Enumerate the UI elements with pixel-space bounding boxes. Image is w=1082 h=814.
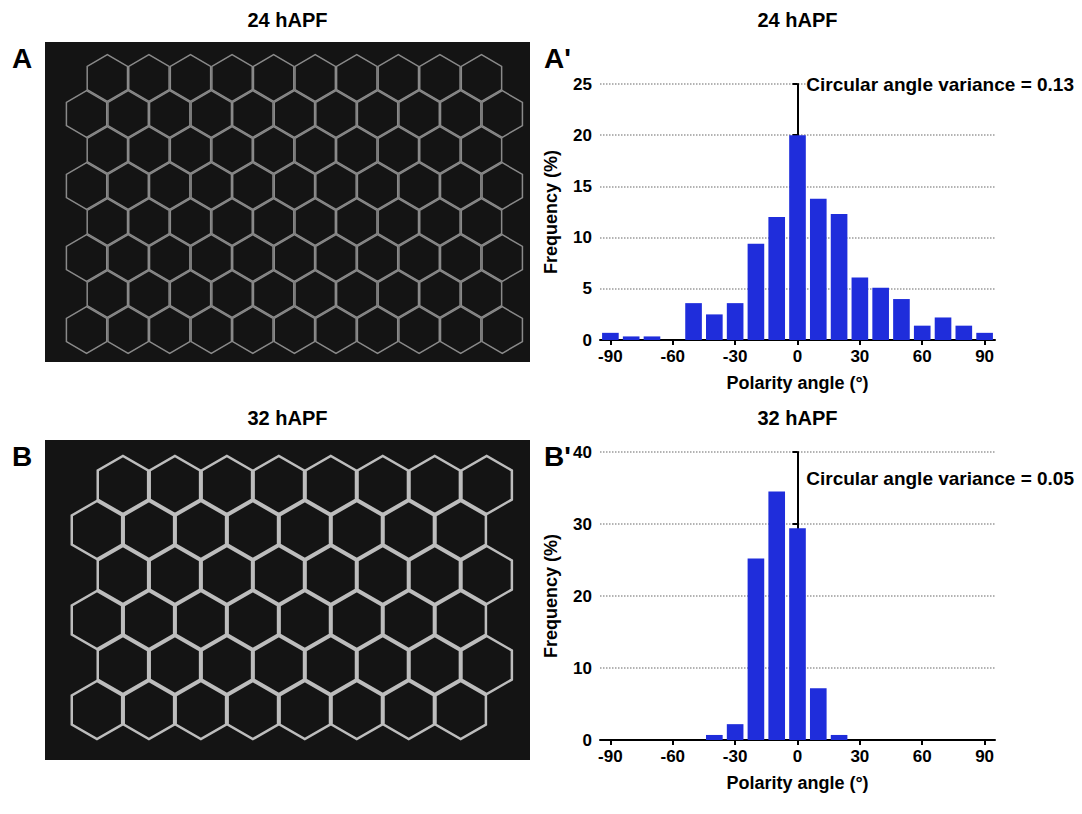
svg-text:Polarity angle (°): Polarity angle (°) [726, 373, 868, 393]
svg-text:24 hAPF: 24 hAPF [247, 9, 327, 31]
svg-text:20: 20 [573, 126, 592, 145]
svg-text:Polarity angle (°): Polarity angle (°) [726, 773, 868, 793]
svg-text:0: 0 [793, 347, 802, 366]
svg-text:32 hAPF: 32 hAPF [247, 407, 327, 429]
svg-text:40: 40 [573, 443, 592, 462]
svg-text:0: 0 [583, 331, 592, 350]
svg-text:B': B' [544, 441, 571, 472]
svg-text:10: 10 [573, 228, 592, 247]
svg-text:-30: -30 [723, 347, 748, 366]
svg-text:10: 10 [573, 659, 592, 678]
svg-text:0: 0 [793, 747, 802, 766]
svg-text:24 hAPF: 24 hAPF [757, 9, 837, 31]
svg-text:B: B [12, 441, 32, 472]
svg-text:-90: -90 [598, 347, 623, 366]
svg-text:-90: -90 [598, 747, 623, 766]
svg-text:Circular angle variance = 0.05: Circular angle variance = 0.05 [806, 468, 1074, 489]
svg-text:30: 30 [850, 747, 869, 766]
svg-text:-30: -30 [723, 747, 748, 766]
svg-text:Frequency (%): Frequency (%) [541, 534, 561, 658]
svg-text:90: 90 [975, 347, 994, 366]
svg-text:A: A [12, 43, 32, 74]
svg-text:-60: -60 [660, 747, 685, 766]
svg-text:30: 30 [850, 347, 869, 366]
svg-text:60: 60 [913, 747, 932, 766]
svg-text:Circular angle variance = 0.13: Circular angle variance = 0.13 [806, 74, 1074, 95]
svg-text:60: 60 [913, 347, 932, 366]
svg-text:A': A' [544, 43, 571, 74]
svg-text:5: 5 [583, 279, 592, 298]
svg-text:15: 15 [573, 177, 592, 196]
svg-text:30: 30 [573, 515, 592, 534]
svg-text:90: 90 [975, 747, 994, 766]
svg-text:Frequency (%): Frequency (%) [541, 150, 561, 274]
svg-text:-60: -60 [660, 347, 685, 366]
svg-text:32 hAPF: 32 hAPF [757, 407, 837, 429]
svg-text:20: 20 [573, 587, 592, 606]
svg-text:25: 25 [573, 75, 592, 94]
svg-text:0: 0 [583, 731, 592, 750]
